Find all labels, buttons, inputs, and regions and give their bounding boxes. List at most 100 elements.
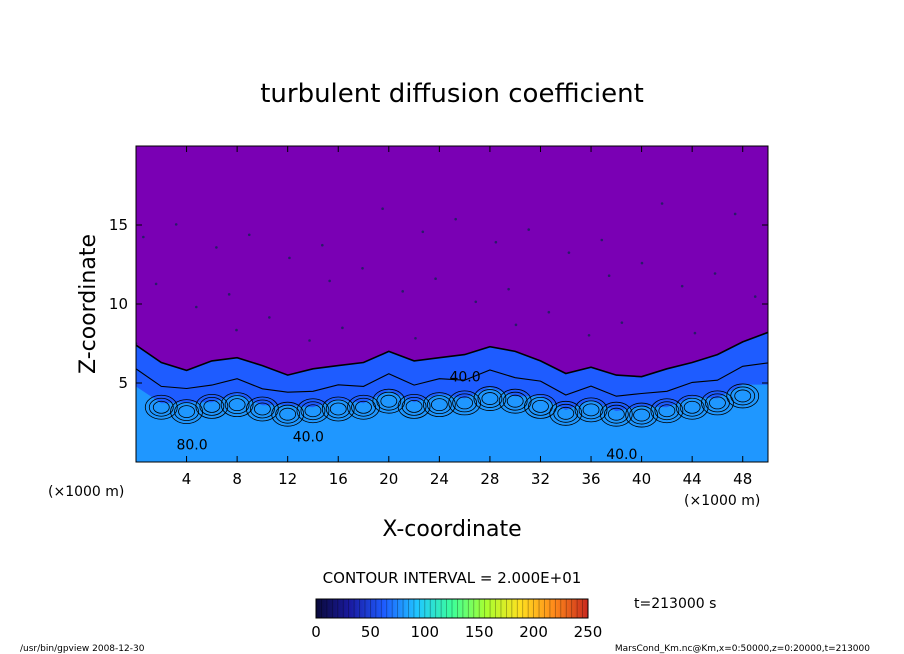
speck xyxy=(640,261,644,265)
colorbar-tick-label: 50 xyxy=(361,623,380,641)
eddy-contour xyxy=(658,404,676,418)
x-tick-label: 12 xyxy=(278,470,297,488)
x-tick-label: 40 xyxy=(632,470,651,488)
x-tick-label: 36 xyxy=(581,470,600,488)
speck xyxy=(527,228,531,231)
eddy-contour xyxy=(726,383,760,409)
speck xyxy=(607,274,611,278)
speck xyxy=(154,282,158,286)
eddy-contour xyxy=(730,386,756,406)
eddy-contour xyxy=(296,398,330,424)
eddy-contours xyxy=(144,383,760,428)
eddy-contour xyxy=(683,400,701,414)
speck xyxy=(321,243,324,247)
eddy-contour xyxy=(582,403,600,417)
speck xyxy=(494,240,498,244)
eddy-contour xyxy=(502,391,528,411)
contour-label: 40.0 xyxy=(293,429,324,445)
speck xyxy=(507,287,510,291)
speck xyxy=(142,235,145,239)
turbulent-specks xyxy=(136,202,757,345)
eddy-contour xyxy=(249,399,275,419)
colorbar-tick-label: 0 xyxy=(311,623,321,641)
x-tick-label: 28 xyxy=(480,470,499,488)
speck xyxy=(753,295,757,298)
eddy-contour xyxy=(203,399,221,413)
speck xyxy=(361,266,364,270)
colorbar-ticks: 0 50 100 150 200 250 xyxy=(311,623,602,641)
contour-interval-text: CONTOUR INTERVAL = 2.000E+01 xyxy=(323,569,582,587)
speck xyxy=(713,272,717,275)
eddy-contour xyxy=(220,392,254,418)
eddy-contour xyxy=(675,394,709,420)
eddy-contour xyxy=(473,386,507,411)
x-tick-label: 8 xyxy=(232,470,242,488)
eddy-contour xyxy=(271,401,305,427)
speck xyxy=(194,305,198,309)
y-tick-label: 5 xyxy=(118,374,128,392)
eddy-contour xyxy=(144,394,178,420)
colorbar-tick-label: 250 xyxy=(574,623,603,641)
eddy-contour xyxy=(329,402,347,416)
speck xyxy=(288,256,291,260)
plot-area: 80.0 40.0 40.0 40.0 xyxy=(136,146,768,462)
speck xyxy=(660,202,664,205)
speck xyxy=(434,277,437,281)
eddy-contour xyxy=(253,402,271,416)
eddy-contour xyxy=(629,405,654,425)
eddy-contour xyxy=(532,399,549,413)
eddy-contour xyxy=(228,398,246,412)
eddy-contour xyxy=(376,391,402,411)
eddy-contour xyxy=(654,401,680,421)
eddy-contour xyxy=(401,396,427,416)
speck xyxy=(421,230,425,234)
contour-labels: 80.0 40.0 40.0 40.0 xyxy=(176,369,637,462)
eddy-contour xyxy=(355,400,372,414)
speck xyxy=(474,300,478,304)
speck xyxy=(454,217,457,221)
speck xyxy=(381,207,384,211)
colorbar xyxy=(315,598,589,619)
eddy-contour xyxy=(300,401,326,421)
eddy-contour xyxy=(351,397,376,417)
contour-line xyxy=(136,362,768,397)
speck xyxy=(268,316,271,319)
eddy-contour xyxy=(224,395,250,415)
x-tick-label: 4 xyxy=(182,470,192,488)
speck xyxy=(247,233,251,237)
eddy-contour xyxy=(148,397,174,417)
footer-right: MarsCond_Km.nc@Km,x=0:50000,z=0:20000,t=… xyxy=(615,644,870,654)
eddy-contour xyxy=(279,407,297,421)
speck xyxy=(174,223,178,226)
speck xyxy=(308,339,311,342)
eddy-contour xyxy=(477,389,503,408)
eddy-contour xyxy=(456,396,474,410)
eddy-contour xyxy=(448,390,482,416)
eddy-contour xyxy=(452,393,478,413)
y-tick-label: 15 xyxy=(109,216,128,234)
speck xyxy=(328,279,331,283)
eddy-contour xyxy=(174,402,199,421)
x-tick-label: 44 xyxy=(683,470,702,488)
y-unit-label: (×1000 m) xyxy=(48,484,124,500)
x-axis-label: X-coordinate xyxy=(382,517,521,542)
x-tick-label: 24 xyxy=(430,470,449,488)
x-axis-ticks: 4 8 12 16 20 24 28 32 36 40 44 48 xyxy=(182,146,752,488)
eddy-contour xyxy=(599,401,633,427)
colorbar-tick-label: 200 xyxy=(519,623,548,641)
x-tick-label: 48 xyxy=(733,470,752,488)
speck xyxy=(600,238,604,242)
speck xyxy=(341,326,344,330)
speck xyxy=(567,251,571,254)
y-axis-label: Z-coordinate xyxy=(76,234,101,374)
eddy-contour xyxy=(557,406,575,420)
colorbar-stripes xyxy=(315,599,589,618)
eddy-contour xyxy=(506,394,524,408)
speck xyxy=(587,333,591,337)
contour-label: 80.0 xyxy=(176,437,207,453)
eddy-contour xyxy=(574,397,608,423)
contour-label: 40.0 xyxy=(449,369,480,385)
speck xyxy=(693,331,697,335)
eddy-contour xyxy=(625,402,658,428)
